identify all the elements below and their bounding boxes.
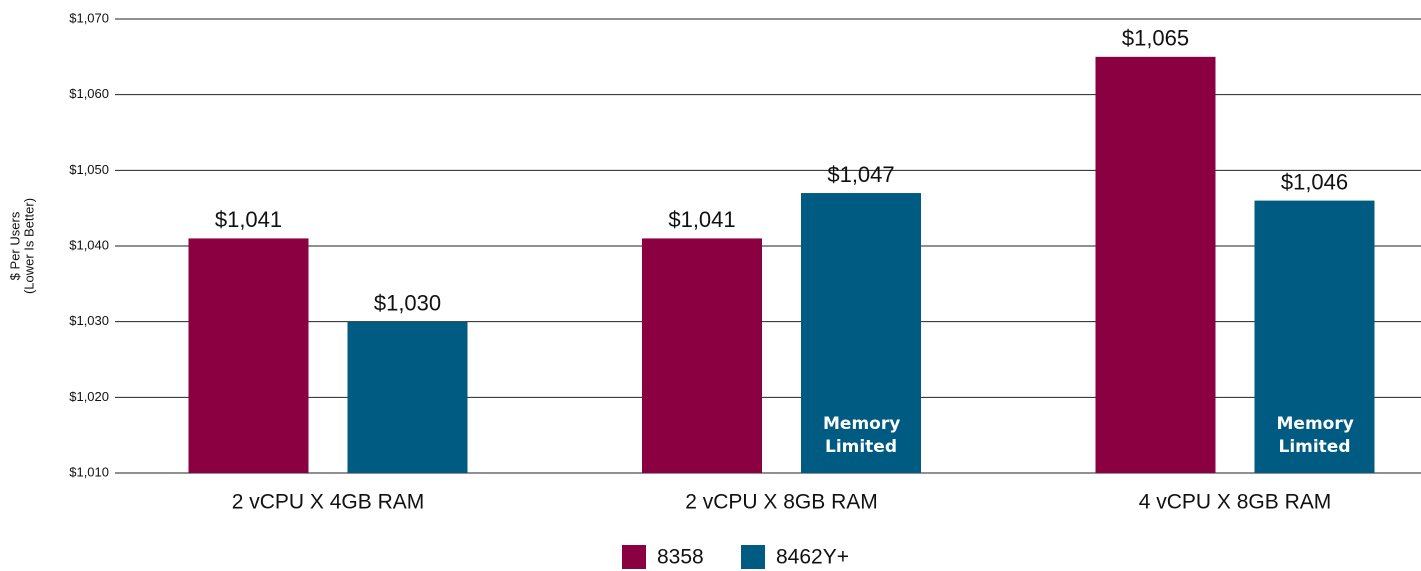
- y-axis-title-line: $ Per Users: [7, 211, 22, 280]
- legend-label: 8358: [657, 546, 704, 569]
- value-label: $1,041: [668, 207, 735, 232]
- bar-note-text: Memory Limited: [823, 414, 901, 457]
- legend-label: 8462Y+: [776, 546, 849, 569]
- y-tick-label: $1,050: [69, 162, 109, 177]
- y-axis-title: $ Per Users (Lower Is Better): [7, 198, 36, 294]
- y-tick-label: $1,030: [69, 313, 109, 328]
- x-tick-label: 4 vCPU X 8GB RAM: [1139, 491, 1332, 514]
- x-tick-label: 2 vCPU X 8GB RAM: [685, 491, 878, 514]
- value-label: $1,046: [1281, 169, 1348, 194]
- bar: [801, 193, 921, 474]
- bar: [347, 321, 468, 473]
- bar: [1095, 56, 1216, 473]
- y-axis-title-line: (Lower Is Better): [21, 198, 36, 294]
- bar-note: Memory Limited: [1276, 414, 1354, 457]
- bar-note: Memory Limited: [823, 414, 901, 457]
- y-tick-label: $1,010: [69, 464, 109, 479]
- bar: [188, 238, 309, 473]
- value-label: $1,030: [374, 290, 441, 315]
- bar: [1254, 200, 1375, 473]
- x-tick-label: 2 vCPU X 4GB RAM: [232, 491, 425, 514]
- y-tick-label: $1,020: [69, 389, 109, 404]
- value-label: $1,065: [1122, 26, 1189, 51]
- legend-swatch: [741, 545, 765, 569]
- value-label: $1,047: [827, 162, 894, 187]
- value-label: $1,041: [215, 207, 282, 232]
- bar: [642, 238, 762, 473]
- bar-note-text: Memory Limited: [1276, 414, 1354, 457]
- y-tick-label: $1,060: [69, 86, 109, 101]
- y-tick-label: $1,070: [69, 10, 109, 25]
- legend-swatch: [622, 545, 646, 569]
- y-tick-label: $1,040: [69, 237, 109, 252]
